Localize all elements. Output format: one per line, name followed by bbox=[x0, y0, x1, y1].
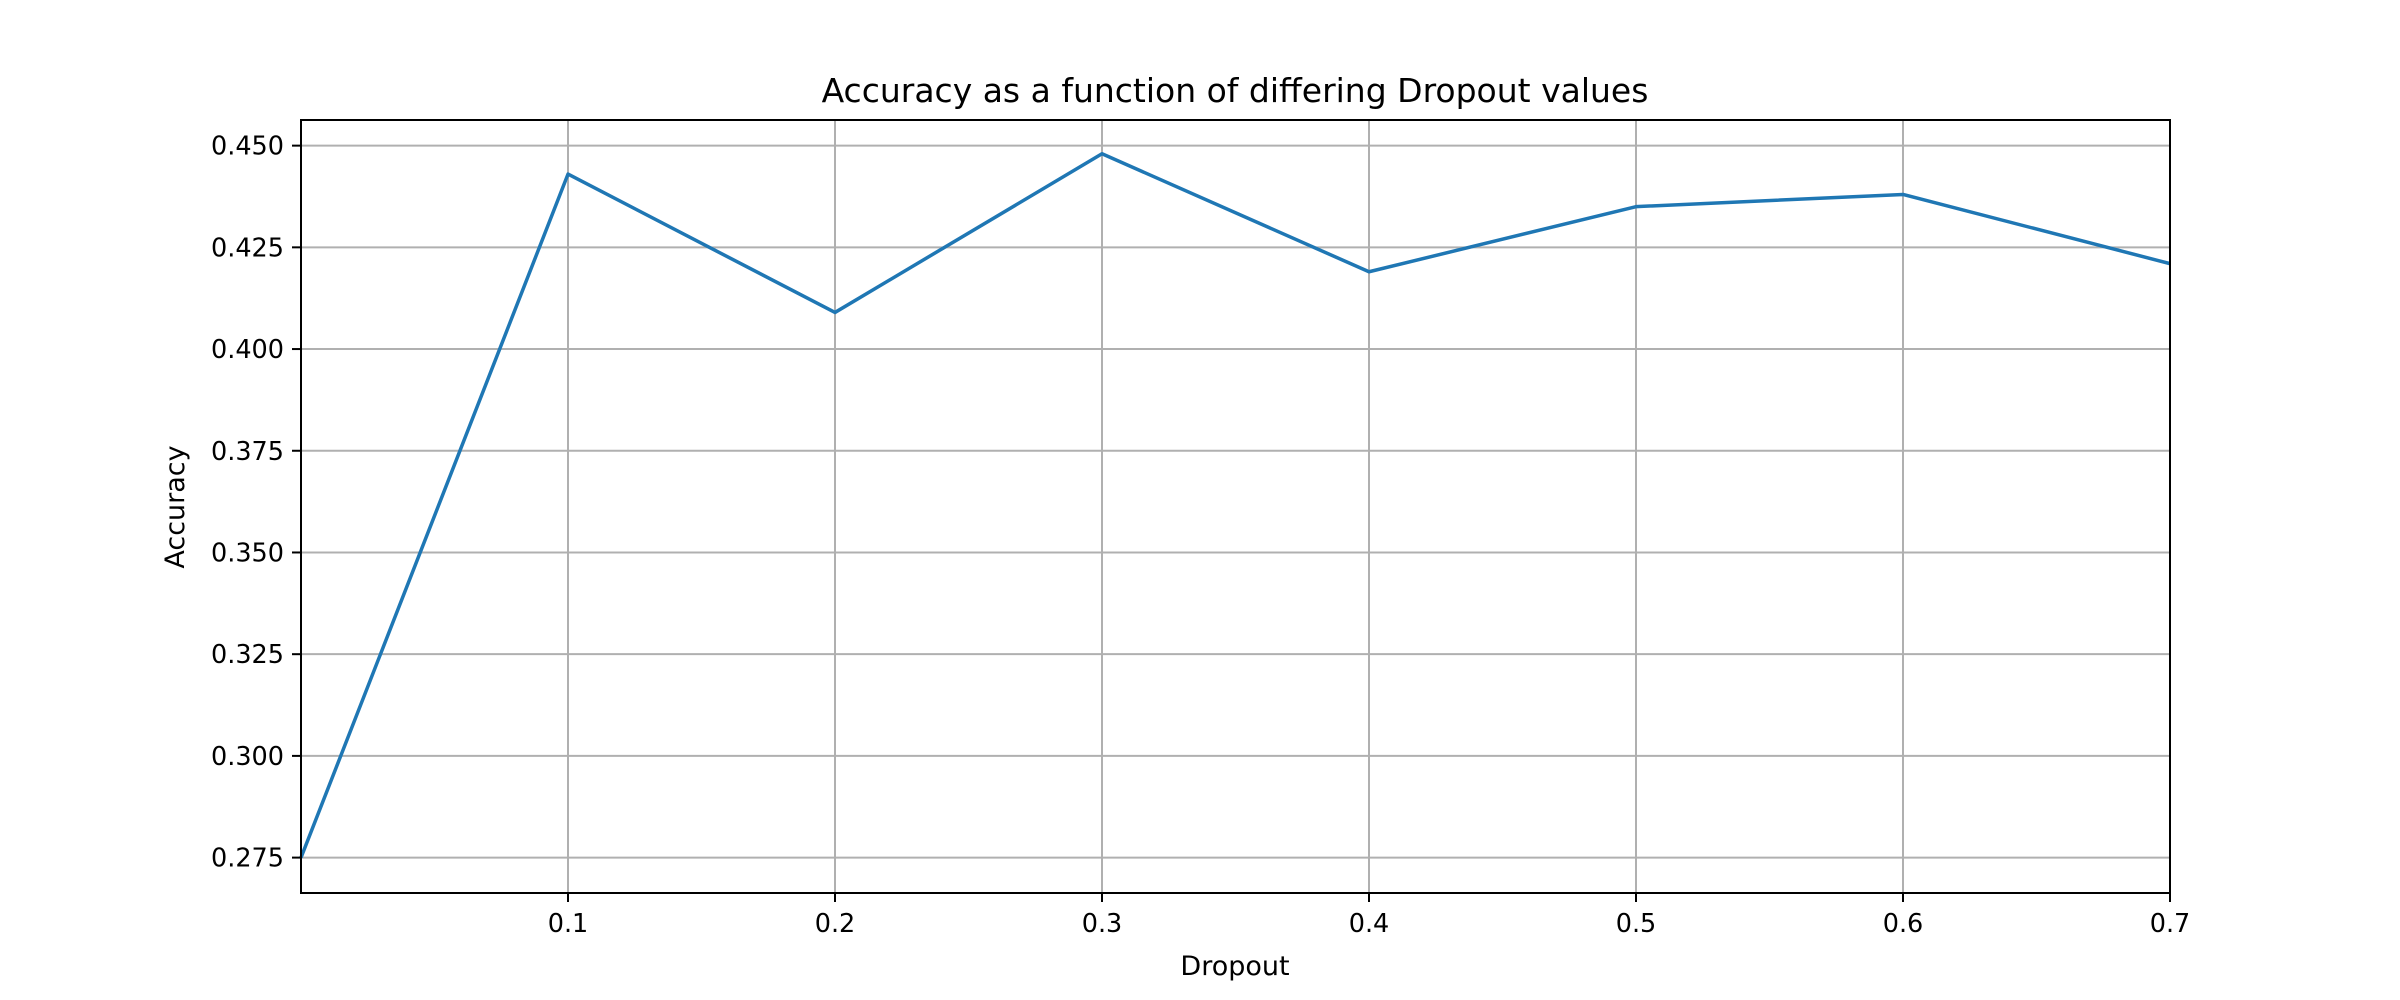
x-axis-ticks: 0.1 0.2 0.3 0.4 0.5 0.6 0.7 bbox=[548, 893, 2191, 939]
x-tick-label: 0.5 bbox=[1616, 909, 1657, 939]
x-tick-label: 0.4 bbox=[1349, 909, 1390, 939]
x-tick-label: 0.7 bbox=[2150, 909, 2191, 939]
plot-frame bbox=[300, 119, 2171, 894]
grid-lines bbox=[301, 120, 2171, 893]
y-tick-label: 0.375 bbox=[211, 437, 284, 467]
y-tick-label: 0.325 bbox=[211, 640, 284, 670]
x-tick-label: 0.2 bbox=[815, 909, 856, 939]
y-tick-label: 0.300 bbox=[211, 742, 284, 772]
x-axis-label: Dropout bbox=[1180, 951, 1289, 982]
x-tick-label: 0.1 bbox=[548, 909, 589, 939]
y-tick-label: 0.400 bbox=[211, 335, 284, 365]
y-axis-ticks: 0.275 0.300 0.325 0.350 0.375 0.400 0.425 0.450 bbox=[211, 132, 301, 874]
x-tick-label: 0.3 bbox=[1082, 909, 1123, 939]
chart-title: Accuracy as a function of differing Drop… bbox=[822, 71, 1649, 110]
y-tick-label: 0.350 bbox=[211, 538, 284, 568]
y-tick-label: 0.450 bbox=[211, 132, 284, 162]
y-axis-label: Accuracy bbox=[160, 445, 191, 568]
series-line bbox=[299, 152, 2171, 859]
y-tick-label: 0.275 bbox=[211, 844, 284, 874]
x-tick-label: 0.6 bbox=[1883, 909, 1924, 939]
y-tick-label: 0.425 bbox=[211, 233, 284, 263]
series-layer bbox=[299, 152, 2171, 859]
